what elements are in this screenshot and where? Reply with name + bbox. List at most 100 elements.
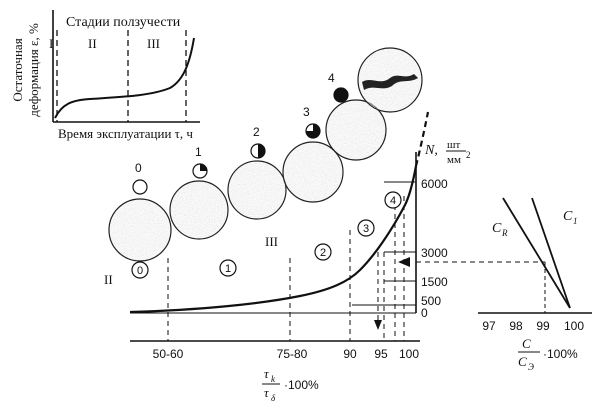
micrograph-1 — [170, 181, 228, 239]
micrograph-frame-crack — [357, 47, 423, 113]
micrograph-frame-0 — [108, 198, 172, 262]
micro-sample-2: 2 — [227, 125, 287, 220]
zone-marker-II: II — [104, 272, 113, 287]
conc-label-den: C — [518, 354, 527, 369]
circled-zone-0: 0 — [131, 261, 149, 279]
inset-stage-III: III — [147, 36, 160, 51]
damage-curve — [129, 165, 418, 314]
conc-tick-100: 100 — [564, 319, 584, 333]
damage-curve-extrapolation — [414, 111, 430, 167]
line-C1 — [531, 197, 571, 309]
zone-label-0: 0 — [137, 265, 143, 277]
inset-stage-I: I — [49, 36, 53, 51]
zone-marker-III: III — [265, 234, 278, 249]
x-label-num-sub: k — [271, 374, 276, 384]
conc-label-num: C — [522, 336, 531, 351]
crack-mark — [362, 74, 418, 90]
x-tick-75-80: 75-80 — [277, 347, 308, 361]
inset-y-label-line2: деформация ε, % — [26, 23, 41, 117]
inset-creep-curve — [54, 37, 195, 119]
inset-title: Стадии ползучести — [66, 15, 181, 30]
conc-tick-97: 97 — [482, 319, 496, 333]
y-tick-500: 500 — [421, 294, 441, 308]
micrograph-frame-4 — [325, 99, 387, 161]
line-label-CR: C — [492, 221, 502, 236]
conc-tick-99: 99 — [536, 319, 550, 333]
x-tick-90: 90 — [343, 347, 357, 361]
micro-label-1: 1 — [195, 145, 202, 159]
y-axis-unit: шт мм 2 — [446, 139, 471, 166]
circled-zone-3: 3 — [357, 219, 375, 237]
label-CR: C R — [492, 221, 508, 238]
creep-stages-inset: Стадии ползучести Остаточная деформация … — [10, 10, 200, 141]
zone-circle-1 — [219, 259, 237, 277]
zone-label-2: 2 — [320, 247, 326, 259]
line-label-C1: C — [563, 209, 573, 224]
zone-circle-2 — [314, 243, 332, 261]
micrograph-3 — [283, 142, 343, 202]
main-x-label: τ k τ δ ·100% — [262, 366, 319, 403]
zone-circle-4 — [384, 191, 402, 209]
micrograph-frame-2 — [227, 160, 287, 220]
zone-circle-0 — [131, 261, 149, 279]
y-axis-title: N, — [424, 143, 438, 158]
micro-sample-4: 4 — [325, 71, 387, 161]
inset-stage-II: II — [88, 36, 97, 51]
label-C1: C 1 — [563, 209, 578, 226]
inset-x-label: Время эксплуатации τ, ч — [58, 126, 193, 141]
conc-tick-98: 98 — [509, 319, 523, 333]
left-arrow — [398, 257, 410, 267]
line-sub-CR: R — [501, 228, 508, 238]
micro-sample-3: 3 — [282, 105, 344, 203]
y-tick-0: 0 — [421, 306, 428, 320]
zone-label-1: 1 — [225, 263, 231, 275]
down-arrow — [374, 320, 382, 330]
micrograph-4 — [326, 100, 386, 160]
void-fill-2 — [258, 144, 265, 158]
void-indicator-0 — [132, 179, 148, 195]
concentration-chart: C R C 1 97 98 99 100 C C Э ·100% — [478, 197, 592, 372]
micrograph-2 — [228, 161, 286, 219]
circled-zone-4: 4 — [384, 191, 402, 209]
void-fill-3 — [306, 124, 320, 138]
damage-chart: N, шт мм 2 6000 3000 1500 500 0 II III 0… — [104, 111, 545, 403]
x-tick-95: 95 — [374, 347, 388, 361]
micro-sample-0: 0 — [108, 161, 172, 262]
line-sub-C1: 1 — [573, 216, 578, 226]
y-tick-6000: 6000 — [421, 177, 448, 191]
zone-label-3: 3 — [363, 223, 369, 235]
conc-label-suffix: ·100% — [543, 347, 578, 361]
line-CR — [502, 197, 571, 309]
x-label-num: τ — [264, 366, 270, 381]
circled-zone-1: 1 — [219, 259, 237, 277]
x-label-den: τ — [264, 385, 270, 400]
micro-label-3: 3 — [303, 105, 310, 119]
x-label-den-sub: δ — [271, 393, 276, 403]
circled-zone-2: 2 — [314, 243, 332, 261]
y-tick-1500: 1500 — [421, 275, 448, 289]
conc-label-den-sub: Э — [528, 362, 534, 372]
void-fill-1 — [200, 164, 207, 171]
inset-y-label-line1: Остаточная — [10, 38, 25, 101]
microstructure-series: 0 1 2 3 4 — [108, 47, 423, 262]
inset-y-label: Остаточная деформация ε, % — [10, 23, 41, 117]
zone-label-4: 4 — [390, 195, 396, 207]
y-unit-num: шт — [447, 139, 460, 151]
micro-label-0: 0 — [135, 161, 142, 175]
micro-sample-1: 1 — [169, 145, 229, 240]
x-tick-50-60: 50-60 — [153, 347, 184, 361]
micrograph-frame-3 — [282, 141, 344, 203]
x-tick-100: 100 — [399, 347, 419, 361]
y-tick-3000: 3000 — [421, 246, 448, 260]
micro-label-2: 2 — [253, 125, 260, 139]
conc-x-label: C C Э ·100% — [518, 336, 578, 372]
micro-sample-crack — [357, 47, 423, 113]
void-indicator-4 — [333, 87, 349, 103]
micrograph-0 — [109, 199, 171, 261]
y-unit-exp: 2 — [466, 150, 471, 160]
micrograph-frame-1 — [169, 180, 229, 240]
x-label-suffix: ·100% — [284, 378, 319, 392]
y-unit-den: мм — [447, 154, 461, 166]
zone-circle-3 — [357, 219, 375, 237]
